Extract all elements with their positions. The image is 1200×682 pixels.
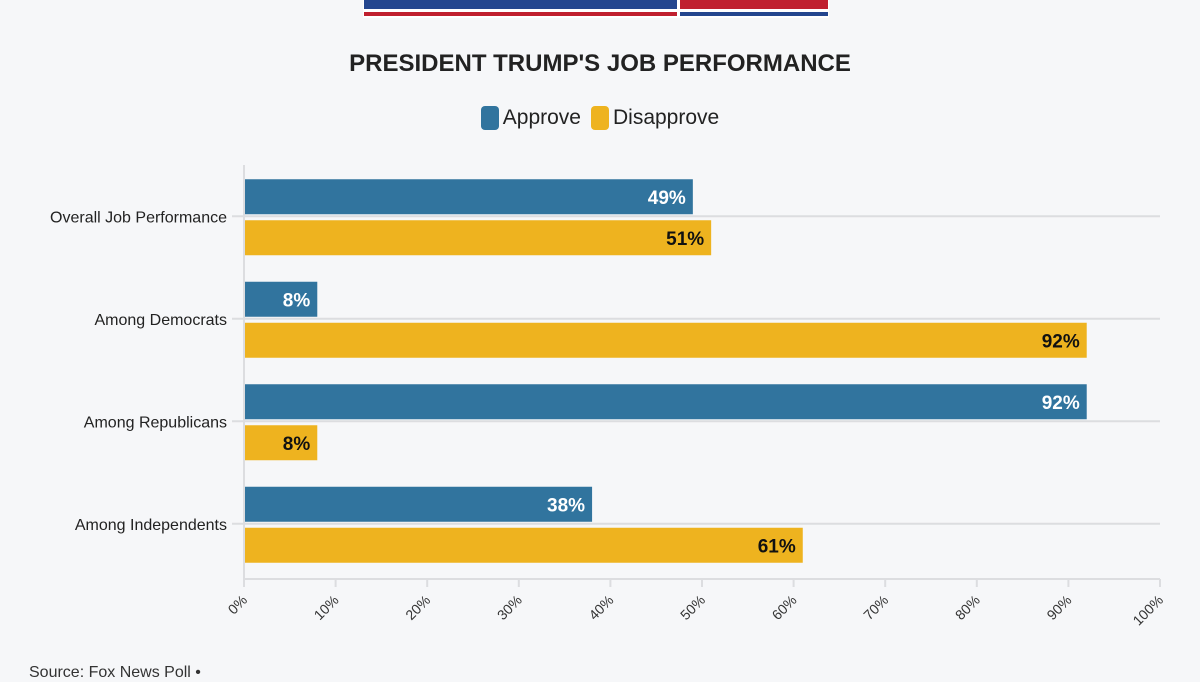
data-label-approve: 8% <box>283 290 311 311</box>
legend: Approve Disapprove <box>0 106 1200 130</box>
x-tick-label: 10% <box>311 592 342 623</box>
legend-swatch-disapprove <box>590 106 609 130</box>
category-label: Among Independents <box>75 517 227 534</box>
x-tick-label: 100% <box>1129 592 1166 629</box>
bar-disapprove <box>245 220 712 256</box>
x-tick-label: 40% <box>585 592 616 623</box>
category-label: Among Democrats <box>95 312 228 329</box>
legend-label-disapprove: Disapprove <box>612 106 720 129</box>
x-tick-label: 60% <box>769 592 800 623</box>
chart-title: PRESIDENT TRUMP'S JOB PERFORMANCE <box>349 50 851 77</box>
bar-approve <box>245 281 318 317</box>
bar-approve <box>245 179 693 215</box>
bar-approve <box>245 486 593 522</box>
x-tick-label: 0% <box>224 592 250 618</box>
legend-item-approve[interactable]: Approve <box>480 106 581 130</box>
legend-swatch-approve <box>480 106 499 130</box>
category-label: Overall Job Performance <box>50 209 227 226</box>
legend-item-disapprove[interactable]: Disapprove <box>590 106 720 130</box>
x-tick-label: 90% <box>1043 592 1074 623</box>
data-label-approve: 49% <box>648 188 686 209</box>
bar-approve <box>245 384 1087 420</box>
data-label-approve: 92% <box>1042 393 1080 414</box>
legend-label-approve: Approve <box>502 106 581 129</box>
x-tick-label: 50% <box>677 592 708 623</box>
x-tick-label: 30% <box>494 592 525 623</box>
bar-disapprove <box>245 322 1087 358</box>
x-tick-label: 80% <box>952 592 983 623</box>
data-label-disapprove: 61% <box>758 536 796 557</box>
data-label-approve: 38% <box>547 495 585 516</box>
category-label: Among Republicans <box>84 414 227 431</box>
data-label-disapprove: 8% <box>283 434 311 455</box>
x-tick-label: 20% <box>402 592 433 623</box>
bar-disapprove <box>245 527 803 563</box>
bar-disapprove <box>245 425 318 461</box>
x-tick-label: 70% <box>860 592 891 623</box>
fox-news-poll-logo <box>363 0 829 18</box>
data-label-disapprove: 51% <box>666 229 704 250</box>
data-label-disapprove: 92% <box>1042 331 1080 352</box>
source-note: Source: Fox News Poll • <box>29 664 201 681</box>
